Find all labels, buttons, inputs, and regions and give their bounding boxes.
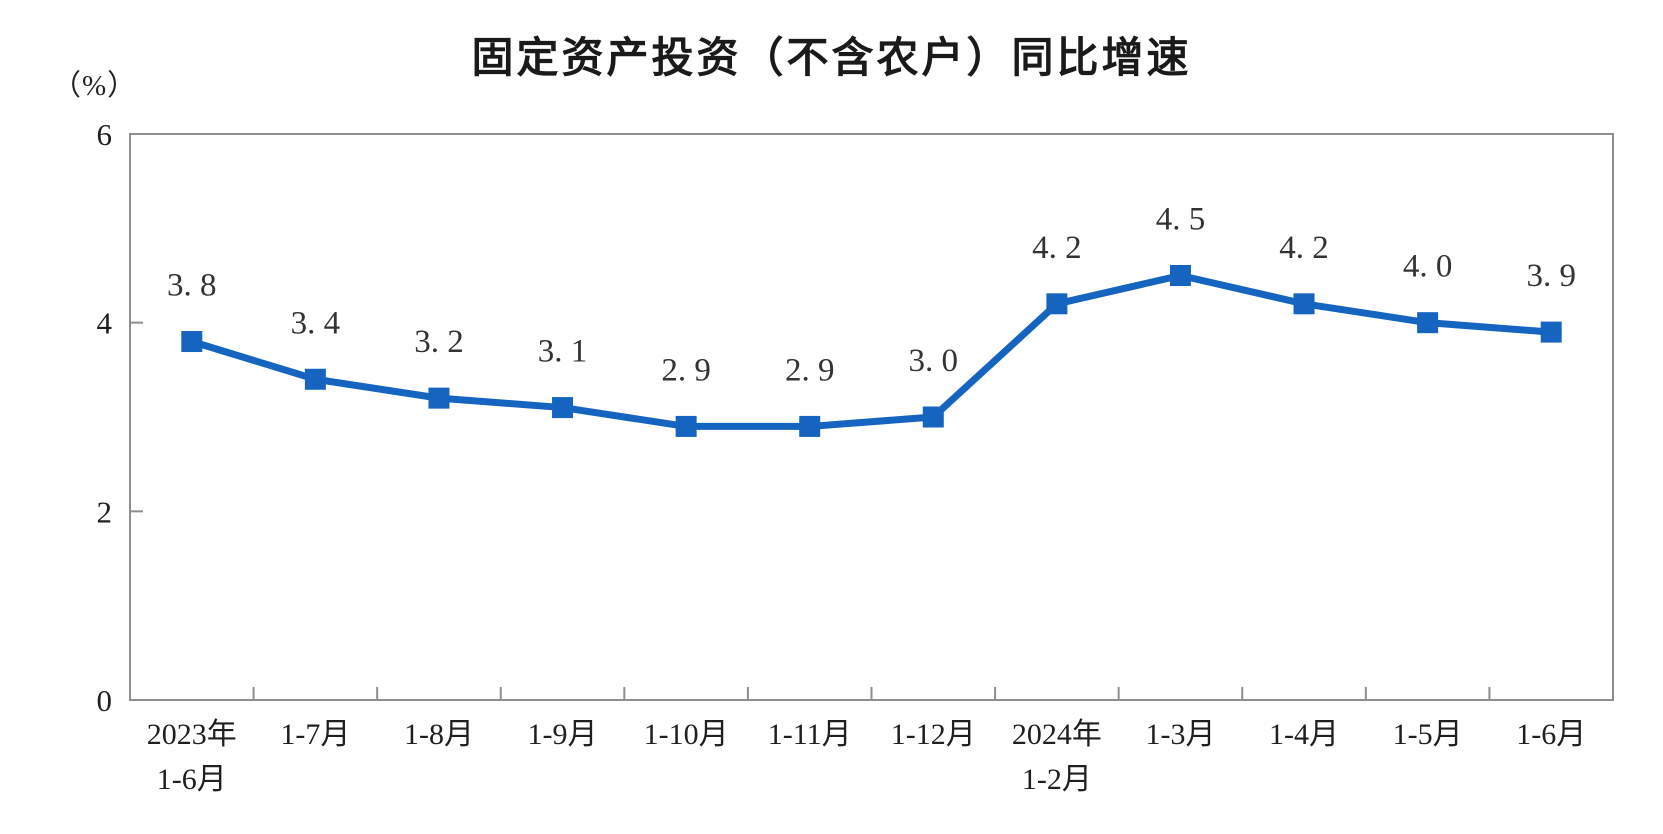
data-point-label: 3. 1 <box>538 334 588 370</box>
data-point-label: 3. 9 <box>1526 258 1576 294</box>
x-tick-label: 1-8月 <box>404 718 474 751</box>
x-tick-label: 1-12月 <box>891 718 976 751</box>
x-tick-label: 2023年 <box>147 718 237 751</box>
data-point-marker <box>1540 321 1562 343</box>
data-point-label: 3. 0 <box>909 343 959 379</box>
x-tick-label: 1-4月 <box>1269 718 1339 751</box>
data-point-marker <box>1046 293 1068 315</box>
data-point-label: 3. 8 <box>167 268 217 304</box>
x-tick-label: 1-3月 <box>1145 718 1215 751</box>
y-axis-unit-label: （%） <box>52 70 138 102</box>
x-tick-label: 1-9月 <box>528 718 598 751</box>
data-point-marker <box>1417 312 1439 334</box>
data-point-marker <box>304 368 326 390</box>
x-tick-label: 1-10月 <box>644 718 729 751</box>
x-tick-label: 2024年 <box>1012 718 1102 751</box>
data-line <box>188 272 1555 430</box>
data-point-label: 4. 2 <box>1279 230 1329 266</box>
x-tick-label: 1-6月 <box>1516 718 1586 751</box>
data-point-label: 2. 9 <box>785 352 835 388</box>
chart-title: 固定资产投资（不含农户）同比增速 <box>471 33 1192 82</box>
data-point-marker <box>675 415 697 437</box>
data-point-label: 4. 0 <box>1403 249 1453 285</box>
data-point-label: 2. 9 <box>661 352 711 388</box>
data-point-marker <box>799 415 821 437</box>
x-tick-label: 1-5月 <box>1393 718 1463 751</box>
data-point-marker <box>428 387 450 409</box>
data-point-label: 3. 4 <box>291 305 341 341</box>
data-point-marker <box>181 331 203 353</box>
y-tick-label: 0 <box>97 683 113 718</box>
x-tick-label: 1-2月 <box>1022 763 1092 796</box>
data-point-marker <box>552 397 574 419</box>
x-tick-label: 1-7月 <box>280 718 350 751</box>
data-point-marker <box>1293 293 1315 315</box>
y-tick-label: 4 <box>97 306 113 341</box>
data-point-label: 4. 2 <box>1032 230 1082 266</box>
data-point-marker <box>1169 265 1191 286</box>
y-tick-label: 6 <box>97 117 113 152</box>
x-tick-label: 1-11月 <box>768 718 852 751</box>
data-point-label: 4. 5 <box>1156 202 1206 238</box>
plot-border <box>129 133 1614 701</box>
x-tick-label: 1-6月 <box>157 763 227 796</box>
data-point-marker <box>922 406 944 428</box>
data-point-label: 3. 2 <box>414 324 464 360</box>
y-tick-label: 2 <box>97 494 113 529</box>
